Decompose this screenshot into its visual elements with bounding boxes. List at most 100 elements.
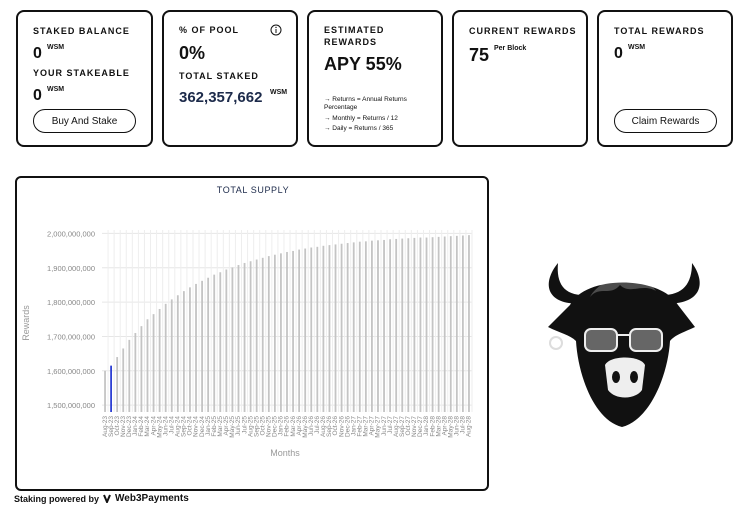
x-tick-label: Mar-27 — [363, 416, 370, 437]
bar — [213, 274, 216, 412]
bar — [170, 299, 173, 412]
label: STAKED BALANCE — [33, 26, 130, 36]
bar — [152, 314, 155, 412]
x-tick-label: Oct-26 — [332, 416, 339, 436]
bar — [195, 283, 197, 412]
bar — [140, 326, 143, 412]
x-tick-label: Aug-24 — [175, 416, 182, 437]
info-icon[interactable] — [270, 24, 282, 36]
x-tick-label: Apr-28 — [441, 416, 448, 436]
bar — [292, 250, 294, 412]
x-tick-label: Jan-26 — [278, 416, 285, 436]
label: YOUR STAKEABLE — [33, 68, 130, 78]
chart-panel: TOTAL SUPPLY Rewards Months 1,500,000,00… — [15, 176, 489, 491]
x-tick-label: Nov-23 — [120, 416, 127, 437]
x-tick-label: Dec-27 — [417, 416, 424, 437]
x-tick-label: Jun-24 — [162, 416, 169, 436]
bar — [237, 265, 240, 412]
y-tick-label: 1,800,000,000 — [47, 298, 95, 307]
bar — [116, 357, 119, 412]
bar — [255, 259, 258, 412]
x-tick-label: Apr-26 — [296, 416, 303, 436]
x-tick-label: Sep-25 — [253, 416, 260, 437]
bar — [104, 370, 106, 412]
bar — [176, 295, 179, 412]
x-tick-label: Feb-26 — [284, 416, 291, 437]
bar — [389, 239, 392, 412]
label: % OF POOL — [179, 25, 240, 35]
x-tick-label: Oct-24 — [187, 416, 194, 436]
x-tick-label: Aug-28 — [466, 416, 473, 437]
x-tick-label: Feb-28 — [429, 416, 436, 437]
x-tick-label: Aug-26 — [320, 416, 327, 437]
bar — [122, 348, 125, 412]
y-tick-label: 1,900,000,000 — [47, 264, 95, 273]
x-tick-label: May-24 — [156, 416, 163, 438]
x-tick-label: Sep-23 — [108, 416, 115, 437]
x-tick-label: Jan-25 — [205, 416, 212, 436]
x-tick-label: Jun-27 — [381, 416, 388, 436]
unit: WSM — [628, 44, 646, 51]
x-tick-label: Jul-26 — [314, 416, 321, 434]
x-tick-label: Aug-25 — [247, 416, 254, 437]
y-tick-label: 1,600,000,000 — [47, 367, 95, 376]
bar — [443, 236, 446, 412]
bar — [358, 241, 361, 412]
value: 75 — [469, 45, 490, 65]
bar — [407, 238, 410, 412]
bar — [383, 239, 385, 412]
x-tick-label: Sep-24 — [181, 416, 188, 437]
x-tick-label: Apr-25 — [223, 416, 230, 436]
x-tick-label: Dec-26 — [344, 416, 351, 437]
y-tick-label: 1,500,000,000 — [47, 401, 95, 410]
total-card: TOTAL REWARDS 0 WSM Claim Rewards — [597, 10, 733, 147]
x-tick-label: Oct-25 — [259, 416, 266, 436]
unit: WSM — [47, 44, 65, 51]
bar — [286, 251, 288, 412]
pool-card: % OF POOL 0% TOTAL STAKED 362,357,662 WS… — [162, 10, 298, 147]
label: TOTAL STAKED — [179, 71, 259, 81]
value: 0 — [33, 45, 42, 62]
bar — [352, 242, 355, 412]
x-tick-label: Mar-26 — [290, 416, 297, 437]
value: APY 55% — [324, 54, 402, 74]
bar — [231, 267, 234, 412]
chart: TOTAL SUPPLY Rewards Months 1,500,000,00… — [21, 185, 473, 458]
x-tick-label: Jun-28 — [454, 416, 461, 436]
bull-logo — [548, 263, 700, 427]
x-tick-label: May-26 — [302, 416, 309, 438]
bar — [243, 262, 246, 412]
bar — [110, 365, 112, 412]
value: 0 — [33, 87, 42, 104]
x-tick-label: Jul-28 — [460, 416, 467, 434]
label: ESTIMATED REWARDS — [324, 25, 385, 47]
bar — [395, 238, 398, 412]
y-tick-label: 2,000,000,000 — [47, 229, 95, 238]
x-tick-label: Jul-25 — [241, 416, 248, 434]
label: TOTAL REWARDS — [614, 26, 705, 36]
x-tick-label: Oct-27 — [405, 416, 412, 436]
bar — [322, 245, 325, 412]
x-tick-label: Nov-25 — [266, 416, 273, 437]
note: → Monthly = Returns / 12 — [324, 115, 398, 122]
bar — [401, 238, 404, 412]
footer: Staking powered by Web3Payments — [14, 493, 189, 504]
buy-button[interactable]: Buy And Stake — [33, 109, 136, 133]
x-tick-label: Dec-23 — [126, 416, 133, 437]
x-tick-label: Jan-24 — [132, 416, 139, 436]
x-axis-label: Months — [270, 448, 300, 458]
value: 0% — [179, 43, 206, 63]
bar — [273, 254, 276, 412]
x-tick-label: Jul-24 — [168, 416, 175, 434]
bar — [413, 237, 416, 412]
unit: WSM — [270, 89, 288, 96]
brand[interactable]: Web3Payments — [115, 493, 189, 504]
bar — [298, 249, 301, 412]
bar — [164, 303, 167, 412]
claim-button[interactable]: Claim Rewards — [614, 109, 717, 133]
x-tick-label: May-28 — [447, 416, 454, 438]
x-tick-label: Feb-27 — [357, 416, 364, 437]
x-tick-label: Feb-24 — [138, 416, 145, 437]
x-tick-label: Jun-25 — [235, 416, 242, 436]
